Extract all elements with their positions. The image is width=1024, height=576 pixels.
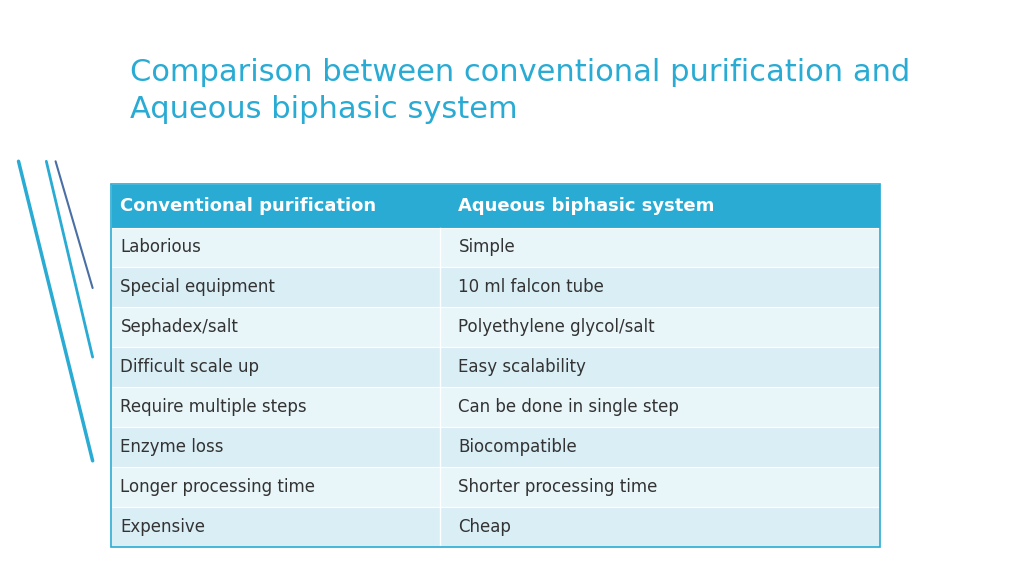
Text: Conventional purification: Conventional purification: [121, 197, 377, 215]
Text: Easy scalability: Easy scalability: [459, 358, 587, 376]
Text: Require multiple steps: Require multiple steps: [121, 399, 307, 416]
FancyBboxPatch shape: [112, 184, 880, 228]
Text: Aqueous biphasic system: Aqueous biphasic system: [459, 197, 715, 215]
Text: Laborious: Laborious: [121, 238, 202, 256]
Polygon shape: [0, 0, 106, 115]
Text: Cheap: Cheap: [459, 518, 511, 536]
Text: Simple: Simple: [459, 238, 515, 256]
Text: Expensive: Expensive: [121, 518, 206, 536]
Text: Comparison between conventional purification and
Aqueous biphasic system: Comparison between conventional purifica…: [130, 58, 910, 124]
Text: Difficult scale up: Difficult scale up: [121, 358, 259, 376]
Text: Shorter processing time: Shorter processing time: [459, 478, 657, 497]
Text: Can be done in single step: Can be done in single step: [459, 399, 679, 416]
Text: Biocompatible: Biocompatible: [459, 438, 578, 456]
FancyBboxPatch shape: [112, 507, 880, 547]
FancyBboxPatch shape: [112, 267, 880, 308]
FancyBboxPatch shape: [112, 308, 880, 347]
Text: Sephadex/salt: Sephadex/salt: [121, 319, 239, 336]
Text: Polyethylene glycol/salt: Polyethylene glycol/salt: [459, 319, 655, 336]
FancyBboxPatch shape: [112, 387, 880, 427]
FancyBboxPatch shape: [112, 467, 880, 507]
Text: Special equipment: Special equipment: [121, 278, 275, 297]
FancyBboxPatch shape: [112, 347, 880, 387]
Text: 10 ml falcon tube: 10 ml falcon tube: [459, 278, 604, 297]
FancyBboxPatch shape: [112, 228, 880, 267]
FancyBboxPatch shape: [112, 427, 880, 467]
Text: Enzyme loss: Enzyme loss: [121, 438, 224, 456]
Text: Longer processing time: Longer processing time: [121, 478, 315, 497]
